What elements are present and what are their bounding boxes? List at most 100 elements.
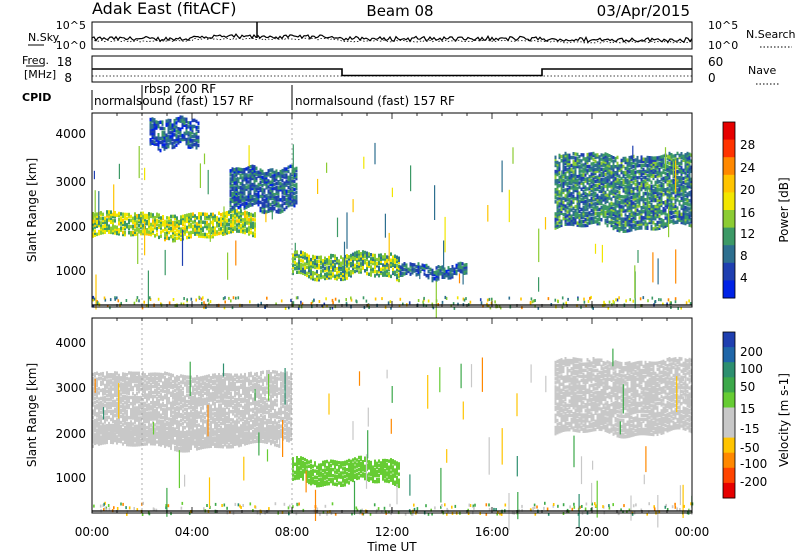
data-cell bbox=[615, 189, 617, 193]
data-cell bbox=[146, 426, 148, 430]
data-cell bbox=[302, 251, 304, 255]
noise-cell bbox=[266, 297, 268, 300]
data-cell bbox=[126, 223, 128, 227]
data-cell bbox=[595, 188, 597, 192]
data-cell bbox=[122, 413, 124, 417]
data-cell bbox=[174, 231, 176, 235]
data-cell bbox=[577, 157, 579, 161]
data-cell bbox=[565, 204, 567, 208]
data-cell bbox=[324, 273, 326, 277]
data-cell bbox=[168, 217, 170, 221]
data-cell bbox=[138, 372, 140, 376]
data-cell bbox=[296, 183, 298, 187]
streak-cell bbox=[235, 241, 236, 266]
data-cell bbox=[252, 218, 254, 222]
data-cell bbox=[617, 200, 619, 204]
noise-cell bbox=[557, 300, 559, 303]
data-cell bbox=[326, 272, 328, 276]
data-cell bbox=[559, 176, 561, 180]
power-y-tick: 1000 bbox=[55, 264, 86, 278]
data-cell bbox=[667, 161, 669, 165]
data-cell bbox=[402, 263, 404, 267]
data-cell bbox=[284, 208, 286, 212]
data-cell bbox=[629, 156, 631, 160]
data-cell bbox=[647, 223, 649, 227]
data-cell bbox=[178, 135, 180, 139]
data-cell bbox=[172, 215, 174, 219]
data-cell bbox=[631, 170, 633, 174]
data-cell bbox=[278, 180, 280, 184]
data-cell bbox=[637, 227, 639, 231]
noise-cell bbox=[658, 298, 660, 301]
data-cell bbox=[581, 188, 583, 192]
data-cell bbox=[376, 258, 378, 262]
data-cell bbox=[368, 252, 370, 256]
data-cell bbox=[434, 271, 436, 275]
data-cell bbox=[190, 143, 192, 147]
data-cell bbox=[392, 268, 394, 272]
data-cell bbox=[657, 227, 659, 231]
data-cell bbox=[152, 373, 154, 377]
data-cell bbox=[192, 212, 194, 216]
data-cell bbox=[110, 210, 112, 214]
noise-cell bbox=[335, 298, 337, 301]
noise-cell bbox=[589, 297, 591, 300]
streak-cell bbox=[652, 252, 653, 282]
data-cell bbox=[220, 227, 222, 231]
data-cell bbox=[154, 389, 156, 393]
data-cell bbox=[96, 378, 98, 382]
data-cell bbox=[625, 177, 627, 181]
data-cell bbox=[124, 373, 126, 377]
data-cell bbox=[146, 381, 148, 385]
data-cell bbox=[124, 213, 126, 217]
data-cell bbox=[150, 138, 152, 142]
cpid-segment-3: normalsound (fast) 157 RF bbox=[295, 94, 455, 108]
data-cell bbox=[268, 185, 270, 189]
data-cell bbox=[276, 210, 278, 214]
data-cell bbox=[657, 199, 659, 203]
data-cell bbox=[176, 129, 178, 133]
noise-cell bbox=[481, 301, 483, 304]
data-cell bbox=[198, 220, 200, 224]
data-cell bbox=[683, 185, 685, 189]
data-cell bbox=[276, 182, 278, 186]
data-cell bbox=[577, 179, 579, 183]
data-cell bbox=[579, 155, 581, 159]
data-cell bbox=[685, 153, 687, 157]
data-cell bbox=[637, 198, 639, 202]
noise-left-tick-top: 10^5 bbox=[56, 19, 86, 32]
data-cell bbox=[685, 186, 687, 190]
data-cell bbox=[286, 190, 288, 194]
streak-cell bbox=[137, 233, 138, 264]
data-cell bbox=[146, 403, 148, 407]
data-cell bbox=[114, 371, 116, 375]
data-cell bbox=[605, 191, 607, 195]
data-cell bbox=[587, 153, 589, 157]
data-cell bbox=[104, 416, 106, 420]
data-cell bbox=[98, 391, 100, 395]
data-cell bbox=[669, 152, 671, 156]
data-cell bbox=[655, 223, 657, 227]
noise-cell bbox=[613, 300, 615, 303]
data-cell bbox=[336, 257, 338, 261]
data-cell bbox=[124, 405, 126, 409]
data-cell bbox=[677, 176, 679, 180]
data-cell bbox=[260, 207, 262, 211]
data-cell bbox=[128, 219, 130, 223]
data-cell bbox=[673, 179, 675, 183]
data-cell bbox=[404, 268, 406, 272]
data-cell bbox=[158, 425, 160, 429]
data-cell bbox=[665, 188, 667, 192]
data-cell bbox=[174, 119, 176, 123]
data-cell bbox=[659, 192, 661, 196]
data-cell bbox=[158, 419, 160, 423]
data-cell bbox=[625, 195, 627, 199]
data-cell bbox=[685, 179, 687, 183]
data-cell bbox=[248, 226, 250, 230]
data-cell bbox=[621, 195, 623, 199]
data-cell bbox=[294, 192, 296, 196]
noise-cell bbox=[577, 298, 579, 301]
data-cell bbox=[280, 208, 282, 212]
data-cell bbox=[154, 395, 156, 399]
data-cell bbox=[629, 196, 631, 200]
